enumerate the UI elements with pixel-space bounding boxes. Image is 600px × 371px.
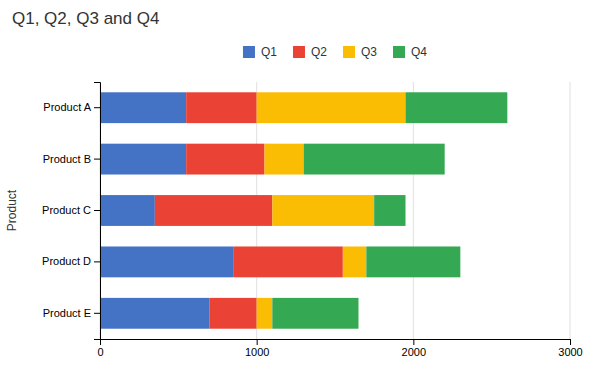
bar — [100, 298, 210, 329]
bar — [265, 144, 304, 175]
tick-mark — [94, 313, 100, 314]
tick: Product B — [43, 153, 100, 165]
tick-mark — [257, 339, 258, 345]
tick-label: Product C — [42, 204, 91, 216]
bars — [100, 92, 507, 328]
bar — [304, 144, 445, 175]
legend-item: Q4 — [393, 45, 427, 59]
bar — [186, 144, 264, 175]
plot: 0 1000 2000 3000 Product A Product B Product C… — [42, 82, 583, 358]
bar — [272, 298, 358, 329]
tick-label: Product A — [43, 101, 91, 113]
tick-label: 0 — [97, 346, 103, 358]
legend-item: Q3 — [343, 45, 377, 59]
bar — [366, 246, 460, 277]
tick-mark — [413, 339, 414, 345]
grid — [100, 82, 570, 339]
legend-label: Q2 — [311, 45, 327, 59]
legend-label: Q1 — [261, 45, 277, 59]
legend-label: Q3 — [361, 45, 377, 59]
tick: Product A — [43, 101, 100, 113]
tick-label: 3000 — [558, 346, 582, 358]
tick: 2000 — [402, 339, 426, 358]
legend-swatch — [293, 46, 305, 58]
tick-label: 1000 — [245, 346, 269, 358]
tick-mark — [570, 339, 571, 345]
tick: Product E — [43, 307, 100, 319]
tick-label: Product D — [42, 255, 91, 267]
tick-mark — [94, 107, 100, 108]
tick-label: Product B — [43, 153, 91, 165]
bar — [100, 92, 186, 123]
tick-label: Product E — [43, 307, 91, 319]
legend-label: Q4 — [411, 45, 427, 59]
bar — [257, 298, 273, 329]
tick: Product C — [42, 204, 100, 216]
axis-line — [94, 83, 101, 340]
bar — [406, 92, 508, 123]
value-axis: 0 1000 2000 3000 — [97, 339, 582, 358]
legend-swatch — [393, 46, 405, 58]
bar — [343, 246, 367, 277]
bar — [272, 195, 374, 226]
axis-title: Product — [5, 189, 19, 231]
tick: 0 — [97, 339, 103, 358]
tick-mark — [94, 261, 100, 262]
bar — [210, 298, 257, 329]
tick: 3000 — [558, 339, 582, 358]
legend: Q1 Q2 Q3 Q4 — [243, 45, 427, 59]
bar — [233, 246, 343, 277]
tick: 1000 — [245, 339, 269, 358]
chart: Q1, Q2, Q3 and Q40100020003000Product AP… — [0, 0, 600, 371]
tick-label: 2000 — [402, 346, 426, 358]
title: Q1, Q2, Q3 and Q4 — [12, 9, 159, 28]
legend-item: Q2 — [293, 45, 327, 59]
axis-line — [101, 340, 571, 346]
legend-item: Q1 — [243, 45, 277, 59]
bar — [257, 92, 406, 123]
tick-mark — [94, 210, 100, 211]
tick-mark — [94, 159, 100, 160]
bar — [374, 195, 405, 226]
legend-swatch — [343, 46, 355, 58]
bar — [100, 195, 155, 226]
bar — [186, 92, 257, 123]
bar — [155, 195, 272, 226]
bar — [100, 144, 186, 175]
legend-swatch — [243, 46, 255, 58]
category-axis: Product A Product B Product C Product D Prod… — [42, 83, 100, 340]
bar — [100, 246, 233, 277]
tick: Product D — [42, 255, 100, 267]
grid-line — [570, 82, 571, 339]
